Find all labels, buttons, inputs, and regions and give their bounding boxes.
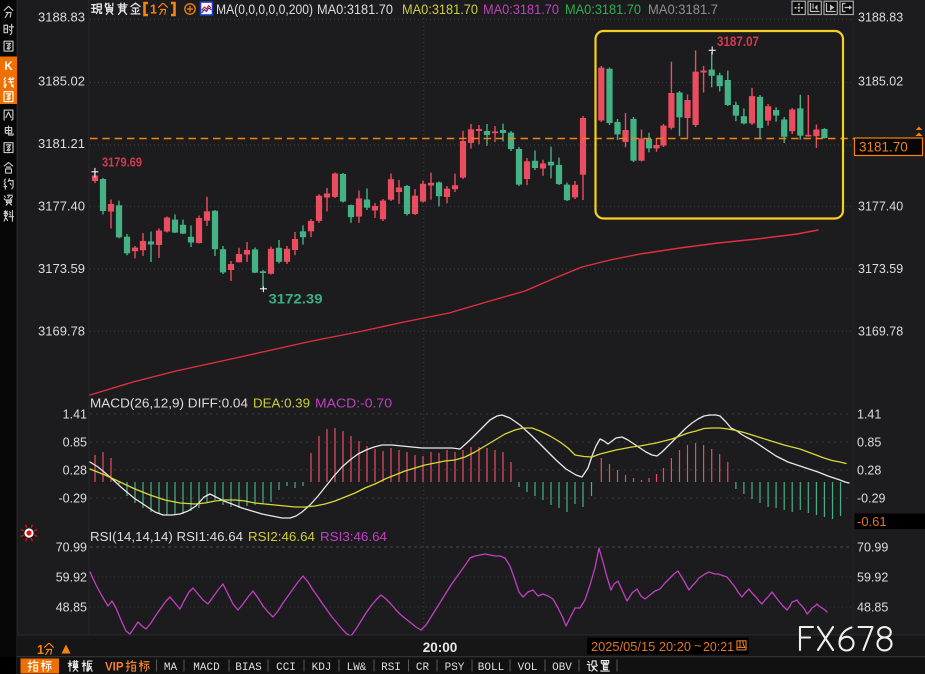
svg-text:0.28: 0.28 — [63, 463, 87, 477]
svg-text:~: ~ — [694, 638, 702, 653]
svg-text:3188.83: 3188.83 — [858, 10, 903, 24]
svg-text:BIAS: BIAS — [235, 662, 262, 674]
svg-text:1.41: 1.41 — [857, 407, 881, 421]
svg-text:1: 1 — [150, 3, 157, 17]
svg-text:3185.02: 3185.02 — [858, 74, 903, 88]
svg-text:20:00: 20:00 — [423, 640, 458, 655]
svg-text:3188.83: 3188.83 — [38, 9, 85, 24]
svg-text:3177.40: 3177.40 — [858, 199, 903, 213]
svg-text:MA0:3181.70: MA0:3181.70 — [317, 2, 393, 17]
svg-text:OBV: OBV — [552, 662, 572, 674]
svg-text:VOL: VOL — [518, 662, 538, 674]
svg-text:3173.59: 3173.59 — [38, 261, 85, 276]
svg-text:0.85: 0.85 — [857, 435, 881, 449]
svg-text:RSI(14,14,14) RSI1:46.64: RSI(14,14,14) RSI1:46.64 — [90, 530, 243, 544]
svg-text:MA0:3181.70: MA0:3181.70 — [483, 2, 559, 17]
svg-text:3185.02: 3185.02 — [38, 73, 85, 88]
svg-text:20:21: 20:21 — [703, 639, 734, 654]
svg-text:MA0:3181.70: MA0:3181.70 — [565, 2, 641, 17]
svg-text:3181.70: 3181.70 — [859, 140, 908, 155]
svg-text:59.92: 59.92 — [857, 570, 888, 584]
svg-text:MA0:3181.7: MA0:3181.7 — [648, 2, 718, 17]
svg-text:CR: CR — [416, 662, 430, 674]
svg-text:3181.21: 3181.21 — [38, 136, 85, 151]
svg-text:KDJ: KDJ — [312, 662, 332, 674]
svg-text:RSI3:46.64: RSI3:46.64 — [320, 530, 387, 544]
svg-text:MACD:-0.70: MACD:-0.70 — [315, 397, 392, 411]
svg-text:MACD: MACD — [193, 662, 220, 674]
svg-text:MA: MA — [164, 662, 178, 674]
svg-text:K: K — [4, 61, 13, 73]
svg-text:2025/05/15 20:20: 2025/05/15 20:20 — [591, 639, 691, 654]
svg-text:DEA:0.39: DEA:0.39 — [253, 397, 310, 411]
svg-text:RSI2:46.64: RSI2:46.64 — [248, 530, 315, 544]
svg-text:BOLL: BOLL — [478, 662, 504, 674]
svg-text:3169.78: 3169.78 — [38, 323, 85, 338]
svg-text:MA(0,0,0,0,0,200): MA(0,0,0,0,0,200) — [216, 2, 313, 17]
svg-text:CCI: CCI — [276, 662, 296, 674]
svg-text:3169.78: 3169.78 — [858, 324, 903, 338]
svg-text:MACD(26,12,9) DIFF:0.04: MACD(26,12,9) DIFF:0.04 — [90, 397, 248, 411]
svg-text:3173.59: 3173.59 — [858, 262, 903, 276]
svg-text:70.99: 70.99 — [857, 540, 888, 554]
svg-text:0.28: 0.28 — [857, 463, 881, 477]
svg-text:MA0:3181.70: MA0:3181.70 — [402, 2, 478, 17]
svg-text:48.85: 48.85 — [857, 600, 888, 614]
svg-text:0.85: 0.85 — [63, 435, 87, 449]
svg-text:1.41: 1.41 — [63, 407, 87, 421]
svg-text:VIP: VIP — [105, 662, 124, 674]
svg-text:LW&: LW& — [347, 662, 367, 674]
svg-text:-0.61: -0.61 — [857, 514, 887, 529]
svg-text:1: 1 — [37, 643, 44, 657]
svg-text:48.85: 48.85 — [56, 600, 87, 614]
svg-text:3177.40: 3177.40 — [38, 198, 85, 213]
svg-text:3187.07: 3187.07 — [717, 34, 759, 49]
svg-text:-0.29: -0.29 — [857, 491, 886, 505]
svg-text:3172.39: 3172.39 — [269, 291, 323, 307]
svg-text:59.92: 59.92 — [56, 570, 87, 584]
svg-text:-0.29: -0.29 — [59, 491, 88, 505]
svg-text:PSY: PSY — [445, 662, 465, 674]
svg-text:70.99: 70.99 — [56, 540, 87, 554]
svg-text:RSI: RSI — [381, 662, 401, 674]
svg-text:3179.69: 3179.69 — [102, 155, 142, 170]
